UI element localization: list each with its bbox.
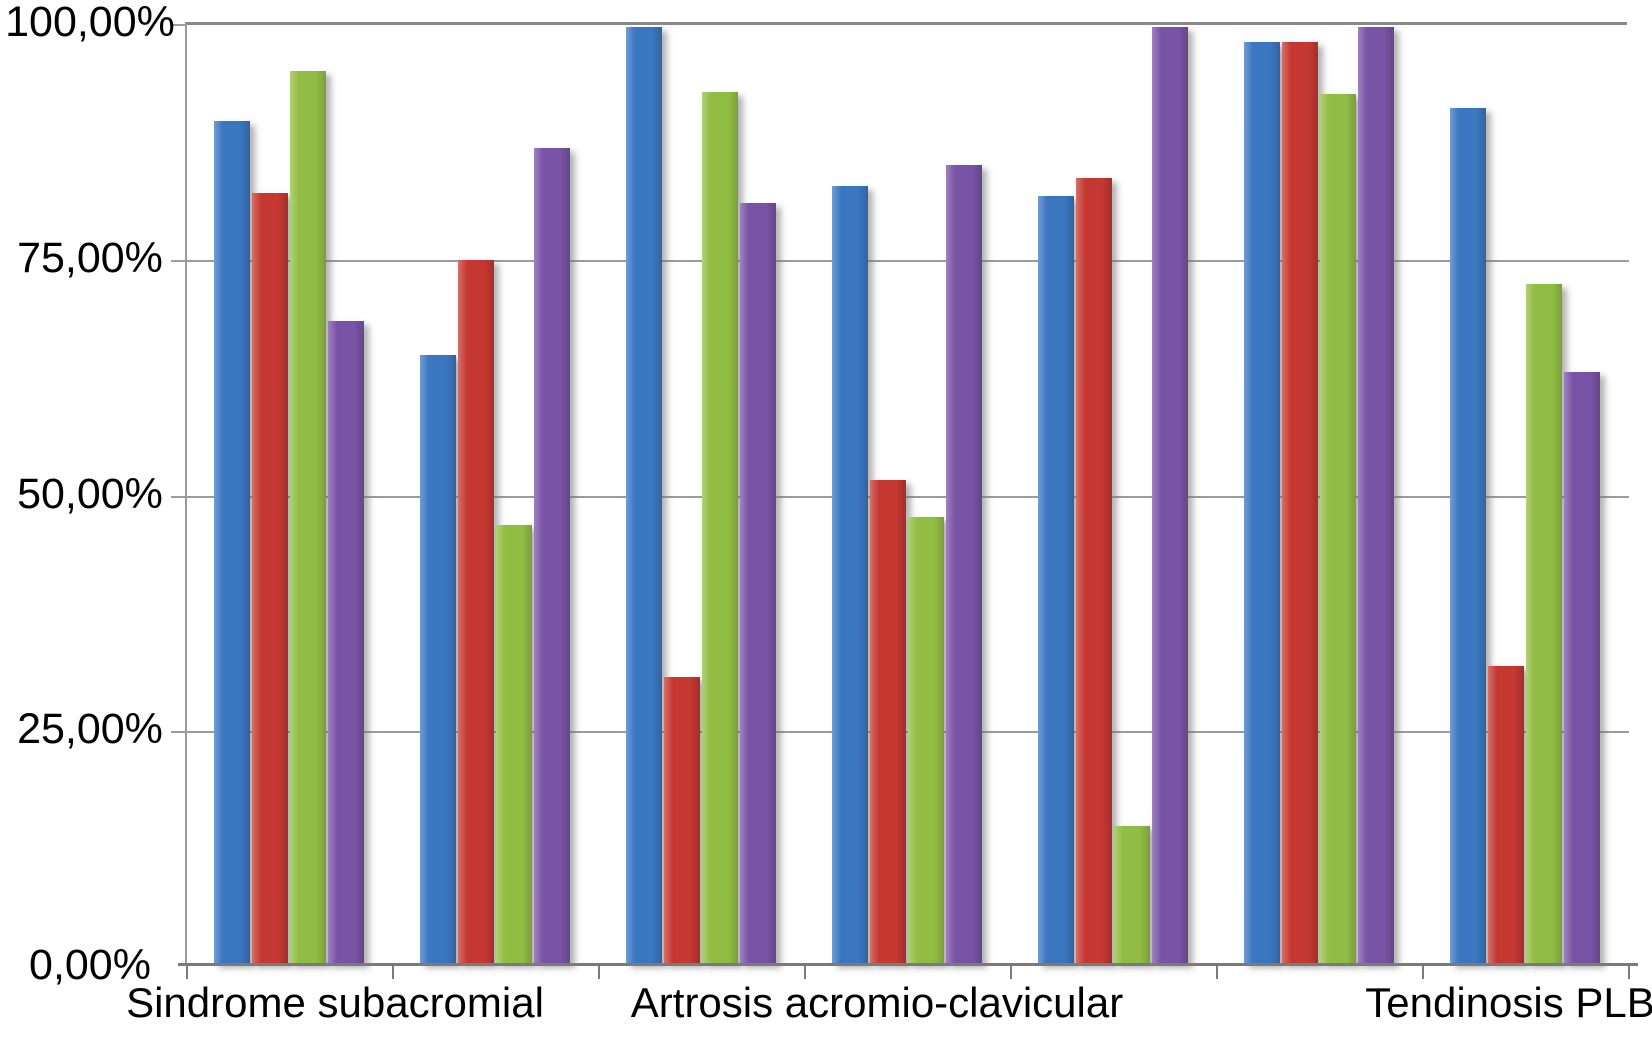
bar-red xyxy=(870,480,906,964)
bar-group xyxy=(420,148,570,964)
y-tick-label: 50,00% xyxy=(17,470,163,518)
bar-red xyxy=(1076,178,1112,964)
x-axis-tick xyxy=(186,966,188,979)
bar-purple xyxy=(946,165,982,964)
bar-blue xyxy=(1038,196,1074,964)
plot-area xyxy=(171,22,1638,979)
x-category-label: Tendinosis PLB xyxy=(1365,979,1652,1026)
bar-green xyxy=(1526,284,1562,964)
y-tick-label: 100,00% xyxy=(5,0,175,46)
x-category-label: Sindrome subacromial xyxy=(126,979,544,1026)
x-category-label: Artrosis acromio-clavicular xyxy=(630,979,1124,1026)
y-tick-label: 0,00% xyxy=(29,941,151,989)
bar-red xyxy=(252,193,288,964)
x-axis-tick xyxy=(804,966,806,979)
y-axis-tick xyxy=(171,24,187,26)
bar-red xyxy=(458,260,494,964)
gridline xyxy=(187,495,1629,498)
bar-red xyxy=(664,677,700,964)
bar-green xyxy=(1320,94,1356,964)
bar-blue xyxy=(832,186,868,964)
y-axis-tick xyxy=(171,259,187,262)
bar-group xyxy=(626,27,776,964)
x-axis-tick xyxy=(1628,966,1630,979)
bar-purple xyxy=(740,203,776,964)
x-axis-tick xyxy=(1422,966,1424,979)
bar-group xyxy=(1450,108,1600,964)
bar-blue xyxy=(1244,42,1280,964)
bar-purple xyxy=(1564,372,1600,964)
bar-purple xyxy=(328,321,364,964)
bar-group xyxy=(214,71,364,964)
y-axis-tick xyxy=(171,495,187,498)
y-tick-label: 75,00% xyxy=(17,234,163,282)
bar-green xyxy=(908,517,944,964)
bar-blue xyxy=(214,121,250,964)
x-axis-tick xyxy=(598,966,600,979)
x-axis-tick xyxy=(392,966,394,979)
y-axis-tick xyxy=(171,731,187,734)
bar-red xyxy=(1282,42,1318,964)
bar-group xyxy=(1244,27,1394,964)
bar-red xyxy=(1488,666,1524,964)
bar-blue xyxy=(1450,108,1486,964)
bar-group xyxy=(1038,27,1188,964)
bar-group xyxy=(832,165,982,964)
x-axis-line xyxy=(178,963,1638,966)
bar-green xyxy=(496,525,532,964)
bar-purple xyxy=(534,148,570,964)
x-axis-tick xyxy=(1010,966,1012,979)
bar-purple xyxy=(1152,27,1188,964)
bar-blue xyxy=(420,355,456,964)
x-axis-tick xyxy=(1216,966,1218,979)
gridline xyxy=(187,259,1629,262)
bar-purple xyxy=(1358,27,1394,964)
bar-green xyxy=(1114,826,1150,964)
bar-green xyxy=(702,92,738,964)
y-tick-label: 25,00% xyxy=(17,705,163,753)
bar-blue xyxy=(626,27,662,964)
bar-green xyxy=(290,71,326,964)
